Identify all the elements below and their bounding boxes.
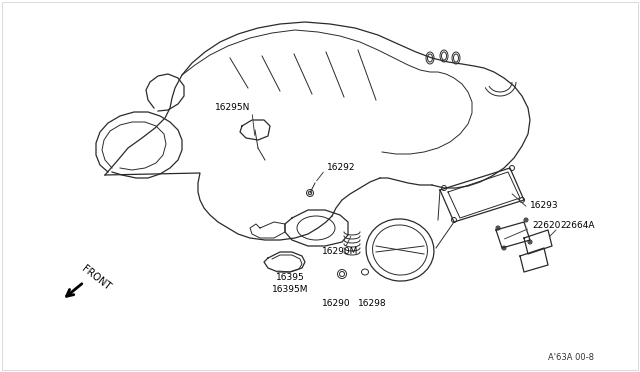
Text: 22664A: 22664A	[560, 221, 595, 231]
Text: 16295N: 16295N	[215, 103, 250, 112]
Text: 16395M: 16395M	[272, 285, 308, 295]
Text: 22620: 22620	[532, 221, 561, 231]
Text: 16395: 16395	[276, 273, 305, 282]
Text: A'63A 00-8: A'63A 00-8	[548, 353, 594, 362]
Text: FRONT: FRONT	[80, 264, 113, 292]
Text: 16298: 16298	[358, 299, 387, 308]
Text: 16292: 16292	[327, 164, 355, 173]
Text: 16293: 16293	[530, 202, 559, 211]
Text: 16290: 16290	[322, 299, 351, 308]
Text: 16290M: 16290M	[322, 247, 358, 257]
